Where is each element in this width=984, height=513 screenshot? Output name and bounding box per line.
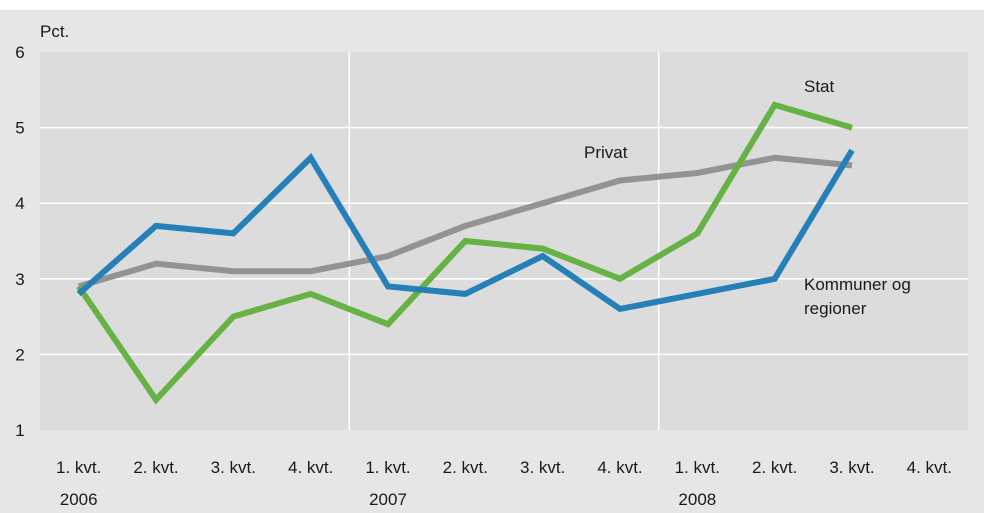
y-tick-label: 1 [15,421,24,440]
series-label-privat: Privat [584,143,628,162]
x-tick-label: 2. kvt. [133,458,178,477]
year-label: 2007 [369,490,407,509]
x-tick-label: 1. kvt. [365,458,410,477]
x-tick-label: 3. kvt. [211,458,256,477]
series-label-stat: Stat [804,77,835,96]
year-label: 2006 [60,490,98,509]
x-tick-label: 2. kvt. [443,458,488,477]
x-tick-label: 4. kvt. [597,458,642,477]
x-tick-label: 2. kvt. [752,458,797,477]
x-tick-label: 3. kvt. [520,458,565,477]
x-tick-label: 4. kvt. [288,458,333,477]
year-label: 2008 [678,490,716,509]
x-tick-label: 1. kvt. [675,458,720,477]
y-tick-label: 5 [15,119,24,138]
series-line-stat [76,101,853,405]
y-tick-label: 3 [15,270,24,289]
y-tick-label: 6 [15,43,24,62]
series-line-kommuner-og-regioner [76,148,855,313]
series-label-kommuner-line-1: Kommuner og [804,275,911,294]
y-tick-label: 2 [15,345,24,364]
series-label-kommuner: Kommuner og regioner [804,275,916,318]
series-line-privat [77,154,853,290]
x-axis-ticks: 1. kvt. 2. kvt. 3. kvt. 4. kvt. 1. kvt. 2. kv… [56,458,952,477]
y-tick-label: 4 [15,194,24,213]
x-tick-label: 1. kvt. [56,458,101,477]
y-axis-label: Pct. [40,22,69,41]
series-lines [76,101,855,405]
x-axis-year-labels: 2006 2007 2008 [60,490,716,509]
x-tick-label: 3. kvt. [829,458,874,477]
series-label-kommuner-line-2: regioner [804,299,867,318]
y-axis-ticks: 1 2 3 4 5 6 [15,43,24,440]
x-tick-label: 4. kvt. [907,458,952,477]
